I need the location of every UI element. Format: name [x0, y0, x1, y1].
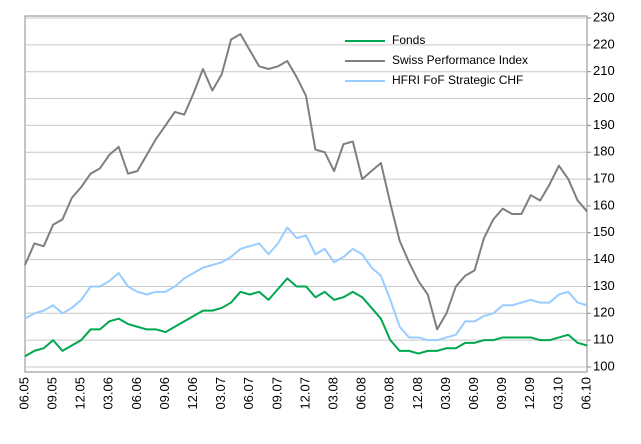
y-tick-label: 200: [593, 90, 615, 105]
x-tick-label: 06.07: [241, 377, 256, 410]
x-tick-label: 06.08: [354, 377, 369, 410]
x-tick-label: 03.10: [550, 377, 565, 410]
y-tick-label: 100: [593, 358, 615, 373]
y-tick-label: 140: [593, 251, 615, 266]
x-tick-label: 09.06: [157, 377, 172, 410]
plot-frame: [24, 15, 588, 373]
y-tick-label: 110: [593, 332, 614, 347]
x-tick-label: 09.08: [382, 377, 397, 410]
y-tick-label: 120: [593, 305, 615, 320]
x-tick-label: 06.09: [466, 377, 481, 410]
x-tick-label: 03.07: [213, 377, 228, 410]
y-tick-label: 230: [593, 9, 615, 24]
x-tick-label: 12.07: [297, 377, 312, 410]
y-tick-label: 210: [593, 63, 615, 78]
x-tick-label: 09.09: [494, 377, 509, 410]
legend-label: HFRI FoF Strategic CHF: [392, 73, 523, 87]
y-tick-label: 160: [593, 197, 615, 212]
x-tick-label: 09.07: [269, 377, 284, 410]
y-tick-label: 220: [593, 36, 615, 51]
x-tick-label: 03.09: [438, 377, 453, 410]
series-line: [24, 33, 588, 331]
y-tick-label: 190: [593, 117, 615, 132]
y-tick-label: 150: [593, 224, 615, 239]
x-tick-label: 12.06: [185, 377, 200, 410]
x-tick-label: 03.08: [326, 377, 341, 410]
x-tick-label: 06.06: [129, 377, 144, 410]
x-tick-label: 12.08: [410, 377, 425, 410]
x-tick-label: 09.05: [45, 377, 60, 410]
x-tick-label: 03.06: [101, 377, 116, 410]
y-tick-label: 180: [593, 144, 615, 159]
y-tick-label: 170: [593, 171, 615, 186]
y-tick-label: 130: [593, 278, 615, 293]
x-tick-label: 12.05: [73, 377, 88, 410]
legend-label: Swiss Performance Index: [392, 53, 528, 67]
x-tick-label: 06.10: [578, 377, 593, 410]
series-line: [24, 277, 588, 358]
legend-label: Fonds: [392, 33, 425, 47]
x-tick-label: 06.05: [16, 377, 31, 410]
series-line: [24, 226, 588, 342]
x-tick-label: 12.09: [522, 377, 537, 410]
